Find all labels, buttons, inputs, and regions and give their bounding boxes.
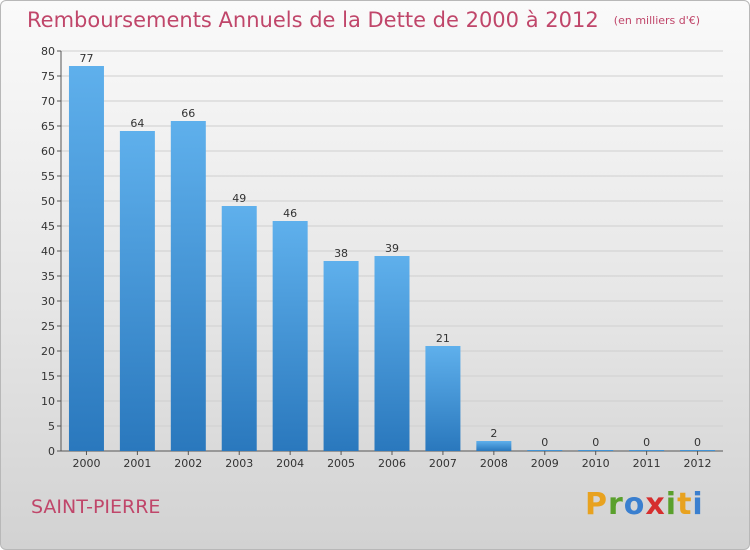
x-tick-label-2005: 2005 (327, 457, 355, 470)
bar-2012[interactable] (680, 450, 716, 451)
x-tick-label-2004: 2004 (276, 457, 304, 470)
data-label-2000: 77 (79, 52, 93, 65)
data-label-2002: 66 (181, 107, 195, 120)
bar-2004[interactable] (272, 221, 308, 451)
y-tick-label: 55 (41, 170, 55, 183)
bar-2005[interactable] (323, 261, 359, 451)
bar-2001[interactable] (119, 131, 155, 451)
logo-letter: P (585, 487, 608, 522)
y-tick-label: 70 (41, 95, 55, 108)
y-tick-label: 65 (41, 120, 55, 133)
y-tick-label: 35 (41, 270, 55, 283)
commune-name: SAINT-PIERRE (31, 496, 161, 518)
logo-letter: i (665, 487, 678, 522)
data-label-2010: 0 (592, 436, 599, 449)
chart-title-block: Remboursements Annuels de la Dette de 20… (27, 8, 700, 32)
x-tick-label-2001: 2001 (123, 457, 151, 470)
bar-2010[interactable] (578, 450, 614, 451)
bar-2000[interactable] (68, 66, 104, 451)
y-tick-label: 60 (41, 145, 55, 158)
bar-2007[interactable] (425, 346, 461, 451)
y-tick-label: 5 (48, 420, 55, 433)
x-tick-label-2012: 2012 (684, 457, 712, 470)
y-tick-label: 15 (41, 370, 55, 383)
y-tick-label: 0 (48, 445, 55, 458)
proxiti-logo[interactable]: Proxiti (585, 487, 704, 522)
x-tick-label-2007: 2007 (429, 457, 457, 470)
data-label-2001: 64 (130, 117, 144, 130)
bar-2006[interactable] (374, 256, 410, 451)
data-label-2009: 0 (541, 436, 548, 449)
data-label-2011: 0 (643, 436, 650, 449)
data-label-2006: 39 (385, 242, 399, 255)
x-tick-label-2010: 2010 (582, 457, 610, 470)
x-tick-label-2011: 2011 (633, 457, 661, 470)
y-tick-label: 25 (41, 320, 55, 333)
data-label-2005: 38 (334, 247, 348, 260)
x-tick-label-2003: 2003 (225, 457, 253, 470)
data-label-2007: 21 (436, 332, 450, 345)
chart-title: Remboursements Annuels de la Dette de 20… (27, 8, 599, 32)
data-label-2012: 0 (694, 436, 701, 449)
logo-letter: o (623, 487, 646, 522)
bar-2008[interactable] (476, 441, 512, 451)
bar-2011[interactable] (629, 450, 665, 451)
x-tick-label-2006: 2006 (378, 457, 406, 470)
bar-2002[interactable] (170, 121, 206, 451)
y-tick-label: 30 (41, 295, 55, 308)
y-tick-label: 10 (41, 395, 55, 408)
bar-2009[interactable] (527, 450, 563, 451)
x-tick-label-2000: 2000 (72, 457, 100, 470)
chart-unit: (en milliers d'€) (613, 14, 701, 27)
data-label-2003: 49 (232, 192, 246, 205)
bar-2003[interactable] (221, 206, 257, 451)
x-tick-label-2008: 2008 (480, 457, 508, 470)
logo-letter: i (692, 487, 704, 522)
logo-letter: x (645, 487, 666, 522)
y-tick-label: 75 (41, 70, 55, 83)
y-tick-label: 50 (41, 195, 55, 208)
bars (68, 66, 716, 451)
y-tick-label: 80 (41, 45, 55, 58)
y-tick-label: 45 (41, 220, 55, 233)
y-tick-label: 40 (41, 245, 55, 258)
x-tick-label-2009: 2009 (531, 457, 559, 470)
y-tick-label: 20 (41, 345, 55, 358)
labels: 0510152025303540455055606570758077200064… (41, 45, 712, 470)
data-label-2008: 2 (490, 427, 497, 440)
x-tick-label-2002: 2002 (174, 457, 202, 470)
logo-letter: t (677, 487, 693, 522)
data-label-2004: 46 (283, 207, 297, 220)
logo-letter: r (608, 487, 624, 522)
